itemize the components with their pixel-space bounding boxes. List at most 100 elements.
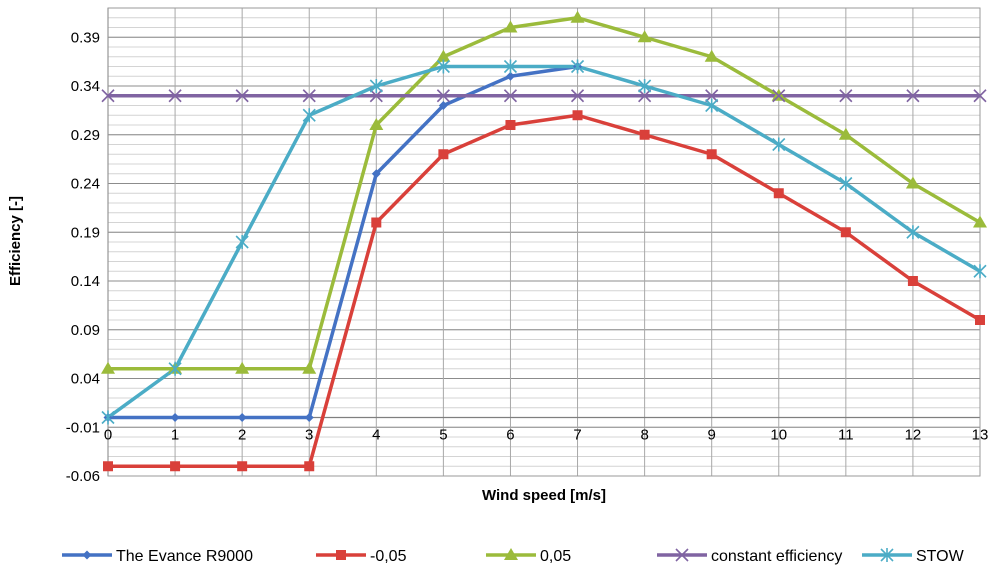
series-point-5 (839, 176, 853, 191)
x-tick-labels: 0 1 2 3 4 5 6 7 8 9 10 11 12 13 (104, 427, 989, 444)
series-point-2 (907, 276, 918, 286)
legend-label: STOW (916, 548, 965, 565)
series-line-5 (106, 64, 981, 419)
x-tick-label: 1 (171, 427, 179, 444)
series-point-2 (237, 461, 248, 472)
y-tick-label: 0.14 (71, 273, 100, 290)
series-point-1 (438, 101, 448, 110)
series-point-1 (237, 413, 247, 422)
legend-label: constant efficiency (711, 548, 842, 565)
series-point-5 (570, 59, 585, 74)
legend-marker (504, 548, 518, 560)
plot-frame (107, 7, 981, 477)
series-point-3 (101, 361, 115, 374)
x-tick-label: 2 (238, 427, 246, 444)
series-point-2 (170, 461, 181, 472)
x-tick-label: 9 (708, 427, 716, 444)
series-point-2 (639, 129, 650, 140)
y-tick-labels: -0.06 -0.01 0.04 0.09 0.14 0.19 0.24 0.29 0.34 0.… (66, 29, 100, 485)
series-point-5 (772, 137, 786, 152)
series-point-2 (706, 149, 717, 160)
series-point-3 (838, 127, 853, 140)
series-point-4 (570, 89, 585, 103)
series-point-3 (570, 10, 585, 23)
x-tick-label: 7 (573, 427, 581, 444)
x-tick-label: 3 (305, 427, 313, 444)
series-point-4 (638, 89, 652, 103)
legend-label: 0,05 (540, 548, 571, 565)
y-tick-label: 0.09 (71, 322, 100, 339)
x-tick-label: 12 (905, 427, 922, 444)
y-tick-label: 0.39 (71, 29, 100, 46)
y-tick-label: 0.19 (71, 224, 100, 241)
series-point-2 (438, 149, 449, 160)
legend: The Evance R9000 -0,05 0,05 constant effici… (62, 548, 965, 565)
x-tick-label: 6 (506, 427, 514, 444)
y-tick-label: 0.29 (71, 127, 100, 144)
x-tick-label: 4 (372, 427, 380, 444)
series-point-5 (973, 264, 987, 279)
series-point-2 (840, 227, 851, 238)
legend-label: -0,05 (370, 548, 407, 565)
series-point-4 (705, 89, 719, 103)
series-point-2 (975, 315, 985, 325)
series-point-2 (773, 188, 784, 199)
y-axis-title: Efficiency [-] (7, 196, 24, 286)
series-point-4 (906, 89, 920, 103)
legend-marker (880, 548, 894, 562)
y-tick-label: 0.04 (71, 371, 100, 388)
series-point-1 (304, 413, 314, 422)
series-line-3 (108, 16, 981, 371)
series-point-5 (369, 79, 383, 93)
series-line-2 (108, 113, 981, 468)
series-point-3 (503, 20, 518, 33)
x-tick-label: 5 (439, 427, 447, 444)
series-point-5 (436, 59, 450, 74)
y-tick-label: 0.24 (71, 176, 100, 193)
legend-label: The Evance R9000 (116, 548, 253, 565)
x-tick-label: 8 (640, 427, 648, 444)
series-point-3 (637, 30, 652, 43)
series-point-5 (503, 59, 518, 74)
series-line-1 (108, 64, 578, 420)
series-point-5 (705, 98, 719, 113)
x-tick-label: 13 (972, 427, 989, 444)
series-point-4 (168, 89, 182, 103)
series-point-3 (302, 361, 317, 374)
series-point-5 (906, 225, 920, 240)
y-tick-label: 0.34 (71, 78, 100, 95)
series-point-3 (973, 215, 987, 228)
series-point-5 (638, 79, 652, 93)
x-axis-title: Wind speed [m/s] (482, 487, 606, 504)
series-point-4 (839, 89, 853, 103)
series-point-2 (304, 461, 315, 472)
series-point-4 (436, 89, 450, 103)
legend-marker (675, 548, 689, 562)
series-point-2 (103, 461, 113, 472)
series-point-4 (302, 89, 316, 103)
series-point-4 (772, 89, 786, 103)
x-tick-label: 11 (838, 427, 854, 444)
series-point-1 (371, 169, 381, 179)
series-point-2 (371, 217, 382, 228)
x-tick-label: 0 (104, 427, 112, 444)
series-point-3 (235, 361, 250, 374)
series-point-4 (503, 89, 518, 103)
series-point-5 (235, 235, 249, 249)
legend-marker (82, 550, 92, 560)
legend-marker (336, 550, 346, 560)
minor-gridlines (108, 7, 980, 477)
x-tick-label: 10 (770, 427, 787, 444)
series-point-5 (168, 361, 182, 376)
series-markers (101, 10, 987, 472)
series-point-1 (170, 413, 180, 422)
series-point-3 (436, 49, 451, 62)
series-lines (106, 16, 981, 468)
series-point-3 (704, 49, 719, 62)
series-point-5 (302, 108, 316, 123)
y-tick-label: -0.01 (66, 419, 100, 436)
y-tick-label: -0.06 (66, 468, 100, 485)
series-point-4 (973, 89, 987, 103)
series-point-2 (505, 120, 516, 130)
series-point-5 (101, 410, 115, 425)
